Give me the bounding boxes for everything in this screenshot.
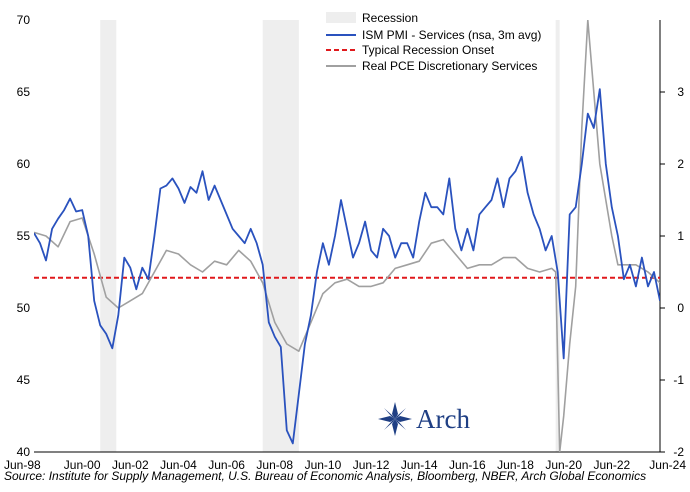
recession-band-1 <box>262 20 299 452</box>
legend-label-ism: ISM PMI - Services (nsa, 3m avg) <box>362 28 541 42</box>
x-tick-label: Jun-24 <box>649 458 686 472</box>
right-tick-label: 2 <box>677 157 684 171</box>
x-tick-label: Jun-10 <box>305 458 342 472</box>
recession-band-0 <box>100 20 117 452</box>
right-tick-label: -1 <box>673 373 684 387</box>
x-tick-label: Jun-14 <box>401 458 438 472</box>
x-tick-label: Jun-20 <box>545 458 582 472</box>
left-tick-label: 65 <box>17 85 31 99</box>
legend-label-pce: Real PCE Discretionary Services <box>362 59 537 73</box>
recession-band-2 <box>555 20 560 452</box>
left-tick-label: 40 <box>17 445 31 459</box>
x-tick-label: Jun-16 <box>449 458 486 472</box>
recession-bands <box>100 20 560 452</box>
x-tick-label: Jun-06 <box>208 458 245 472</box>
x-tick-label: Jun-00 <box>64 458 101 472</box>
x-tick-label: Jun-04 <box>160 458 197 472</box>
x-tick-label: Jun-08 <box>256 458 293 472</box>
right-tick-label: 0 <box>677 301 684 315</box>
legend-swatch-recession <box>326 12 356 23</box>
left-tick-label: 60 <box>17 157 31 171</box>
legend-label-threshold: Typical Recession Onset <box>362 43 495 57</box>
left-tick-label: 55 <box>17 229 31 243</box>
x-tick-label: Jun-12 <box>353 458 390 472</box>
right-axis-ticks: -2 -1 0 1 2 3 <box>660 85 684 459</box>
arch-logo-star-icon <box>378 402 412 436</box>
right-tick-label: 1 <box>677 229 684 243</box>
x-tick-label: Jun-98 <box>4 458 41 472</box>
x-tick-label: Jun-18 <box>497 458 534 472</box>
arch-logo-text: Arch <box>416 404 470 434</box>
left-tick-label: 50 <box>17 301 31 315</box>
legend-label-recession: Recession <box>362 11 418 25</box>
left-tick-label: 45 <box>17 373 31 387</box>
right-tick-label: 3 <box>677 85 684 99</box>
series-line-real-pce-discretionary <box>34 20 660 452</box>
series-lines <box>34 20 660 452</box>
source-note: Source: Institute for Supply Management,… <box>4 469 647 483</box>
series-line-ism-pmi-services <box>34 88 660 445</box>
right-tick-label: -2 <box>673 445 684 459</box>
x-tick-label: Jun-02 <box>112 458 149 472</box>
left-tick-label: 70 <box>17 13 31 27</box>
x-tick-label: Jun-22 <box>593 458 630 472</box>
legend: Recession ISM PMI - Services (nsa, 3m av… <box>326 11 541 73</box>
left-axis-ticks: 40 45 50 55 60 65 70 <box>17 13 31 459</box>
x-axis-ticks: Jun-98 Jun-00 Jun-02 Jun-04 Jun-06 Jun-08 Jun-… <box>4 458 686 472</box>
arch-logo: Arch <box>378 402 470 436</box>
